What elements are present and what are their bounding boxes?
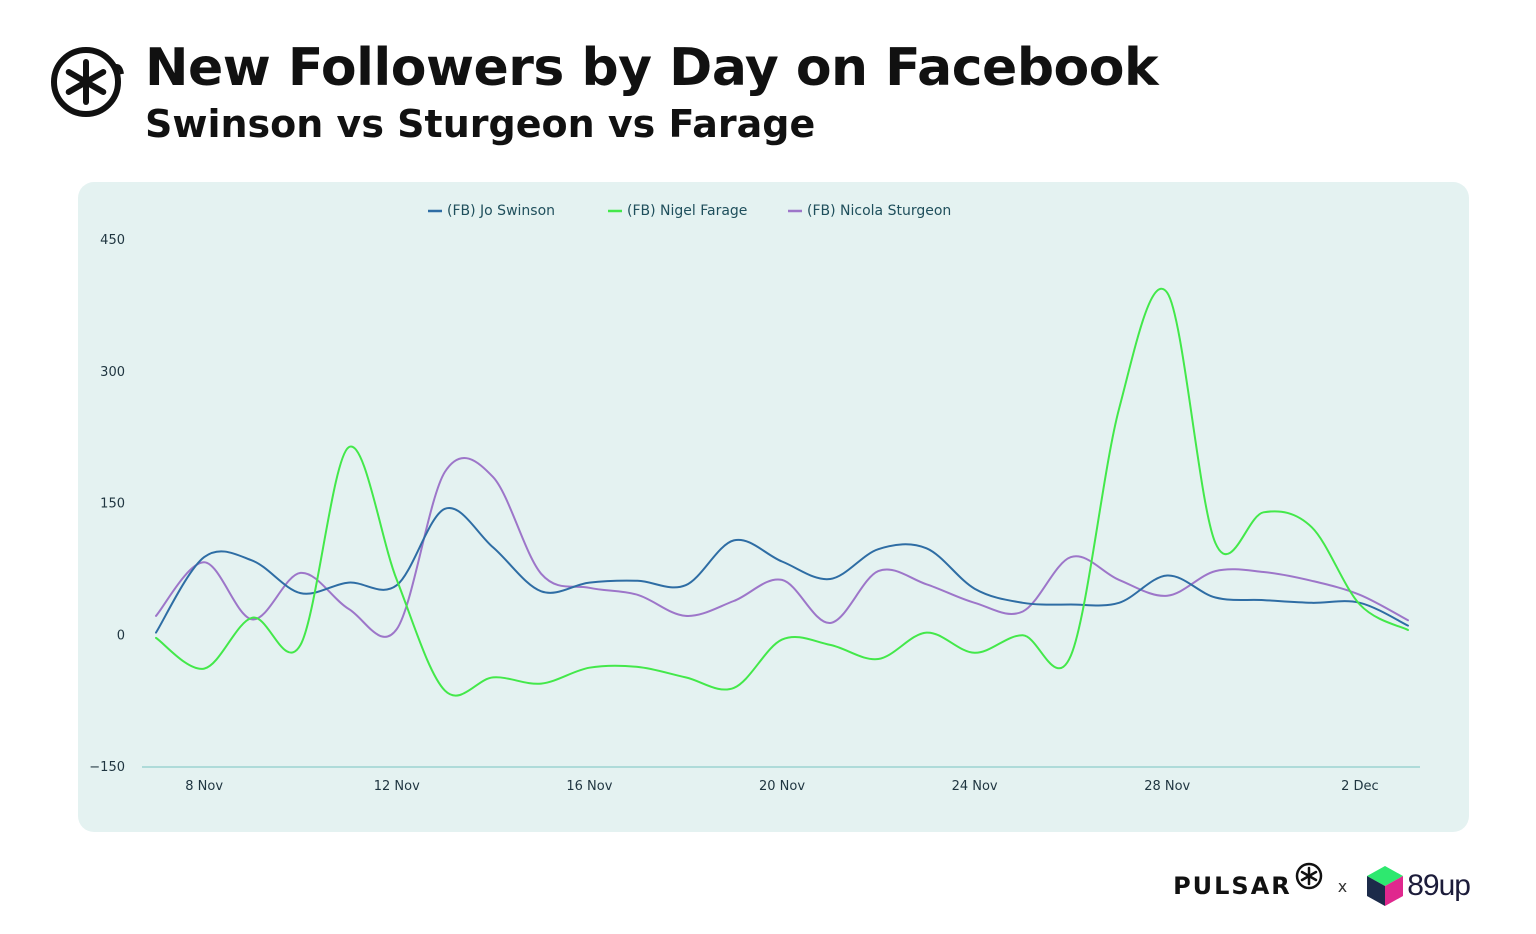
partner-brand-text: 89up [1407, 869, 1471, 902]
legend-label-sturgeon: (FB) Nicola Sturgeon [807, 203, 951, 219]
series-line-farage [155, 287, 1409, 697]
x-tick-label: 2 Dec [1341, 779, 1379, 794]
y-tick-label: 300 [100, 365, 125, 380]
pulsar-brand-text: PULSAR [1173, 872, 1292, 900]
line-chart: 450 300 150 0 −150 8 Nov 12 Nov 16 Nov 20 Nov 24 … [89, 203, 1420, 794]
x-tick-label: 12 Nov [374, 779, 420, 794]
y-tick-label: 150 [100, 497, 125, 512]
page-title: New Followers by Day on Facebook [145, 38, 1159, 98]
footer-branding: PULSAR x 89up [1173, 862, 1471, 908]
x-tick-label: 24 Nov [952, 779, 998, 794]
x-tick-label: 20 Nov [759, 779, 805, 794]
legend-label-farage: (FB) Nigel Farage [627, 203, 747, 219]
pulsar-logo-icon [51, 47, 124, 117]
series-line-swinson [155, 507, 1409, 634]
brand-separator: x [1337, 876, 1348, 896]
chart-panel: 450 300 150 0 −150 8 Nov 12 Nov 16 Nov 20 Nov 24 … [78, 182, 1469, 832]
page-subtitle: Swinson vs Sturgeon vs Farage [145, 102, 816, 146]
x-tick-label: 8 Nov [185, 779, 223, 794]
y-tick-label: 450 [100, 233, 125, 248]
series-line-sturgeon [155, 457, 1409, 638]
legend-label-swinson: (FB) Jo Swinson [447, 203, 555, 219]
y-tick-label: −150 [89, 760, 125, 775]
pulsar-small-icon [1295, 862, 1323, 890]
y-tick-label: 0 [117, 628, 125, 643]
x-tick-label: 16 Nov [566, 779, 612, 794]
x-tick-label: 28 Nov [1144, 779, 1190, 794]
cube-logo-icon [1367, 866, 1404, 906]
